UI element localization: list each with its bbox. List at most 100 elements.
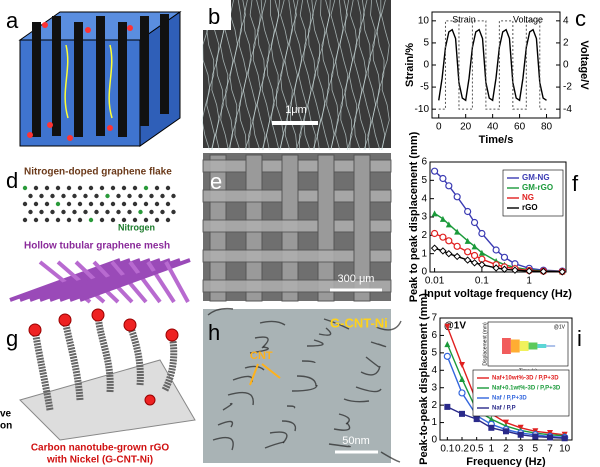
point [500,265,509,273]
y-tick-label: 0 [421,267,427,278]
point [532,433,539,440]
caption: Hollow tubular graphene mesh [24,241,170,252]
x-tick-label: 5 [533,444,539,455]
point [463,256,472,264]
x-axis-label: Input voltage frequency (Hz) [424,288,572,300]
fiber [338,413,350,425]
point [444,403,451,410]
caption: Nitrogen [118,222,155,232]
x-tick-label: 40 [487,122,499,133]
atom [77,201,83,207]
atom [165,217,171,223]
fiber [333,422,351,431]
atom [39,209,44,215]
fiber [375,320,402,331]
fiber [318,327,332,336]
x-tick-label: 1 [526,276,532,287]
arrow [249,363,281,386]
x-tick-label: 7 [547,444,553,455]
atom [143,201,149,207]
atom [110,185,116,191]
y-tick-label: 3 [421,212,427,223]
x-tick-label: 1 [489,444,495,455]
tube [146,260,176,304]
strand [202,219,392,233]
fiber [316,0,326,151]
point [511,266,519,274]
x-axis-label: Frequency (Hz) [466,456,546,467]
fiber [256,0,266,151]
point [488,424,495,431]
x-tick-label: 60 [514,122,526,133]
panel-label: i [577,326,582,351]
legend-label: Naf / P,P [492,406,516,412]
point [471,243,478,250]
panel-label: d [6,168,18,193]
atom [171,193,176,199]
atom [33,217,39,223]
fiber [259,320,286,326]
y-tick-label: 5 [421,175,427,186]
cropped-text: ve [0,409,12,420]
point [445,221,452,228]
panel-label: h [208,320,220,345]
tube [128,260,162,304]
atom [110,217,116,223]
point [470,259,479,267]
fiber [355,386,382,393]
inset-band [502,338,511,354]
atom [55,217,61,223]
legend-label: Voltage [513,14,543,24]
atom [44,217,50,223]
scale-bar-label: 1μm [285,104,307,116]
fiber [370,341,387,348]
atom [22,185,28,191]
atom [94,209,99,215]
atom [105,209,110,215]
atom [61,193,66,199]
panel-label: g [6,326,18,351]
legend-label: NG [522,193,534,202]
point [470,251,479,260]
atom [50,209,55,215]
atom [154,185,160,191]
atom [55,185,61,191]
x-tick-label: 0 [436,122,442,133]
graphene-flake [22,185,176,223]
panel-label: f [572,171,579,196]
atom [160,193,165,199]
point [503,419,509,426]
y2-tick-label: 0 [563,60,569,71]
atom [132,217,138,223]
fiber [212,436,234,451]
atom [138,193,143,199]
arrow-label: CNT [250,350,273,362]
point [503,428,509,435]
y-tick-label: 2 [421,230,427,241]
point [444,341,451,348]
point [453,242,461,250]
atom [39,193,44,199]
strand [202,249,392,263]
point [454,228,461,235]
y-tick-label: 1 [431,417,437,428]
point [430,167,439,175]
point [453,252,461,261]
inset-band [528,342,538,350]
y-tick-label: -10 [415,104,430,115]
atom [138,209,143,215]
fiber [335,0,344,151]
atom [99,185,105,191]
y-tick-label: 1 [421,248,427,259]
fiber [227,391,254,406]
fiber [325,0,335,151]
atom [99,217,105,223]
legend-label: rGO [522,203,538,212]
atom [94,193,99,199]
fiber [358,0,367,151]
x-tick-label: 0.5 [470,444,484,455]
y-tick-label: 0 [423,60,429,71]
atom [88,217,94,223]
y-tick-label: 5 [431,347,437,358]
fiber [367,0,377,151]
